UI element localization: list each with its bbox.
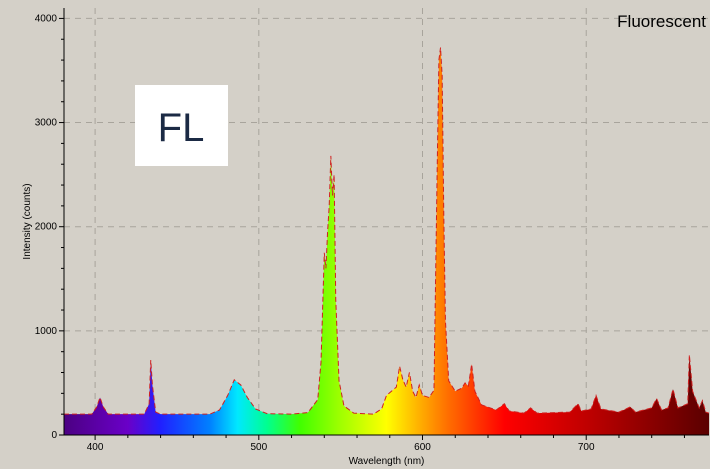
- y-tick-label: 3000: [35, 118, 58, 129]
- fl-badge: [135, 85, 228, 166]
- chart-title: Fluorescent: [617, 12, 706, 31]
- grid-lines: [64, 8, 709, 435]
- y-tick-label: 2000: [35, 222, 58, 233]
- x-tick-label: 600: [414, 442, 431, 453]
- x-axis-label: Wavelength (nm): [349, 456, 425, 467]
- y-tick-label: 4000: [35, 13, 58, 24]
- y-tick-label: 0: [51, 430, 57, 441]
- spectrum-line: [64, 47, 709, 415]
- x-tick-label: 500: [250, 442, 267, 453]
- plot-area: [64, 8, 709, 435]
- axes: [63, 8, 709, 436]
- x-tick-label: 400: [87, 442, 104, 453]
- tick-labels: 400 500 600 700 0 1000 2000 3000 4000: [35, 13, 685, 453]
- y-axis-label: Intensity (counts): [22, 183, 33, 259]
- fl-badge-label: FL: [158, 106, 205, 150]
- x-tick-label: 700: [578, 442, 595, 453]
- y-tick-label: 1000: [35, 326, 58, 337]
